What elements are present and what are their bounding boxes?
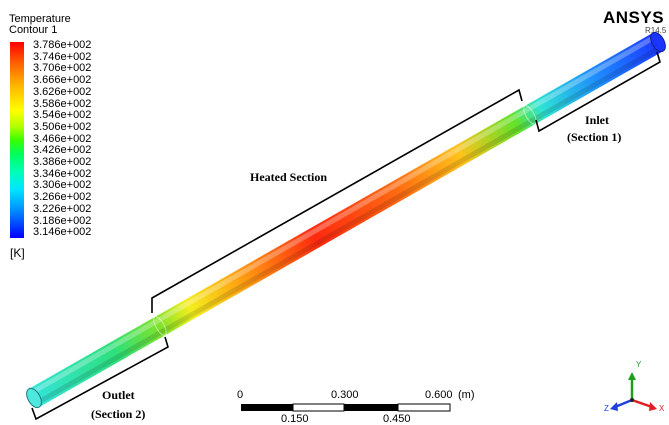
- inlet-label: Inlet: [585, 113, 609, 127]
- legend-value: 3.266e+002: [33, 191, 92, 204]
- outlet-label: Outlet: [102, 388, 135, 402]
- legend-value: 3.146e+002: [33, 226, 92, 239]
- legend-subtitle: Contour 1: [9, 24, 58, 36]
- scale-label-0600: 0.600: [425, 389, 453, 401]
- pipe-outlet-end: [26, 387, 42, 409]
- legend-value: 3.426e+002: [33, 144, 92, 157]
- scale-label-0300: 0.300: [331, 389, 359, 401]
- scale-label-0150: 0.150: [281, 413, 309, 425]
- legend-value: 3.466e+002: [33, 132, 92, 145]
- legend-value: 3.666e+002: [33, 74, 92, 87]
- scale-label-0450: 0.450: [383, 413, 411, 425]
- legend-value: 3.706e+002: [33, 62, 92, 75]
- scale-unit: (m): [458, 389, 475, 401]
- triad-z-label: Z: [604, 404, 609, 413]
- pipe-inlet-end: [650, 31, 666, 53]
- legend-value: 3.386e+002: [33, 156, 92, 168]
- inlet-bracket: [535, 51, 661, 133]
- legend-value: 3.226e+002: [33, 202, 92, 215]
- legend-value: 3.306e+002: [33, 179, 92, 192]
- inlet-section-label: (Section 1): [567, 130, 622, 144]
- legend-value: 3.626e+002: [33, 85, 92, 98]
- legend-title: Temperature: [9, 13, 71, 25]
- triad-x-label: X: [659, 404, 665, 413]
- triad-y-label: Y: [636, 360, 642, 369]
- legend-value: 3.586e+002: [33, 97, 92, 110]
- legend-value: 3.746e+002: [33, 50, 92, 63]
- legend-value: 3.546e+002: [33, 109, 92, 122]
- scale-label-0: 0: [237, 389, 244, 401]
- legend-color-bar: [10, 42, 24, 238]
- legend-unit: [K]: [10, 246, 25, 260]
- outlet-section-label: (Section 2): [91, 407, 146, 421]
- heated-section-label: Heated Section: [250, 170, 327, 184]
- ansys-version: R14.5: [645, 26, 667, 35]
- legend-value: 3.506e+002: [33, 120, 92, 133]
- legend-value: 3.186e+002: [33, 214, 92, 227]
- legend-value: 3.346e+002: [33, 167, 92, 180]
- scale-bar: [241, 403, 451, 412]
- ansys-logo: ANSYS: [603, 8, 665, 27]
- heated-section-bracket: [151, 88, 523, 313]
- outlet-bracket: [31, 336, 169, 421]
- legend-value: 3.786e+002: [33, 39, 92, 51]
- pipe: [26, 31, 666, 409]
- axis-triad: [610, 372, 657, 411]
